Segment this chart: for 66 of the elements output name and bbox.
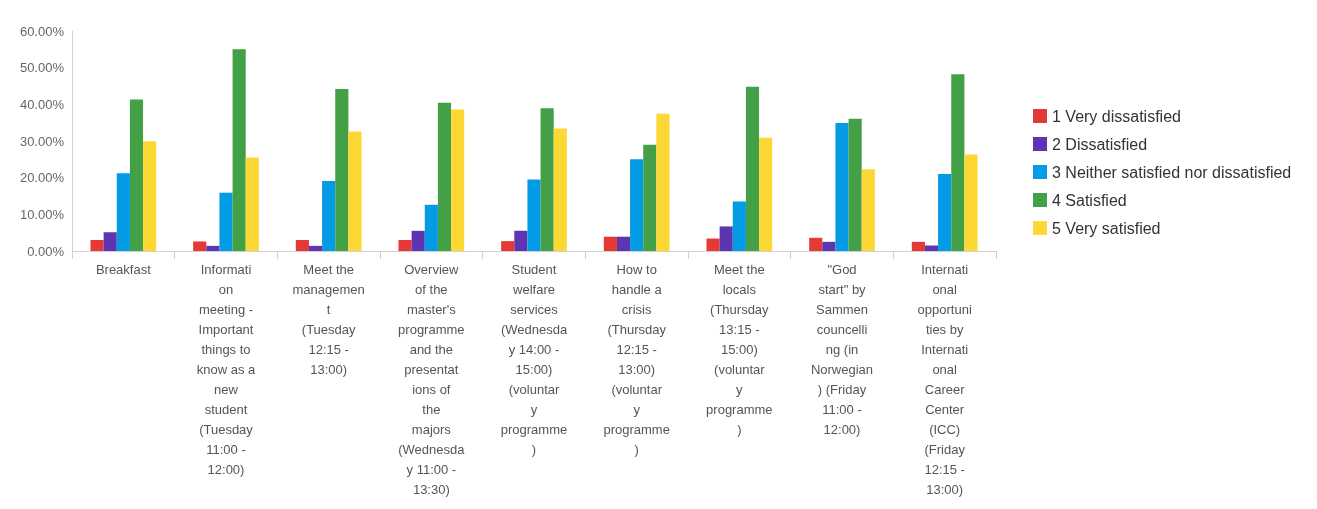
bar [951,74,965,251]
bar [103,232,117,251]
bar [706,238,720,251]
bar [553,128,567,251]
bar [206,245,220,251]
y-tick-label: 50.00% [19,60,65,76]
bar [295,240,309,251]
bar [335,88,349,251]
bar [861,169,875,251]
bar [809,237,823,251]
y-tick-label: 20.00% [19,170,65,186]
bar [398,240,412,251]
category-label: Meet the locals (Thursday 13:15 - 15:00) (voluntary programme) [706,261,773,437]
bar [630,159,644,251]
bar [759,137,773,251]
bar [348,131,362,251]
category-label: "God start" by Sammen councelling (in Norwegian) (Friday 11:00 - 12:00) [810,261,874,437]
bar [745,86,760,251]
bar [732,201,746,251]
bar [938,174,952,251]
bar [656,113,670,251]
bar [308,245,323,251]
y-tick-label: 30.00% [19,133,65,149]
bar [719,226,733,251]
y-tick-label: 10.00% [19,206,65,222]
legend-label: 4 Satisfied [1052,191,1127,209]
legend-label: 1 Very dissatisfied [1052,107,1181,125]
bar [424,204,438,251]
bar [643,144,657,251]
bar [616,236,631,251]
bar [245,157,259,251]
legend-label: 5 Very satisfied [1052,219,1161,237]
bar [540,108,554,251]
y-tick-label: 0.00% [27,243,65,259]
category-label: Overview of the master's programme and the presentations of the majors (Wednesday 11:00 - 13:30) [398,261,465,497]
bar [514,230,528,251]
x-tick-label: Breakfast [95,261,152,277]
y-tick-label: 60.00% [19,23,65,39]
bar [193,241,207,251]
bar [451,109,465,251]
bar [116,173,130,251]
bar [848,118,862,251]
bar [964,154,978,251]
bar [527,179,541,251]
bar [143,141,157,251]
category-label: How to handle a crisis (Thursday 12:15 - 13:00) (voluntary programme) [603,261,670,457]
bar [822,241,836,251]
bar [911,241,925,251]
x-tick-label: Meet the management (Tuesday 12:15 - 13:00) [292,261,365,377]
category-label: Student welfare services (Wednesday 14:00 - 15:00) (voluntary programme) [500,261,568,457]
bar [924,245,939,251]
bar [322,180,336,251]
bar [232,49,246,251]
bar [501,241,515,251]
bar [603,236,617,251]
bar [437,102,452,251]
bar [835,123,849,251]
bar [129,99,144,251]
bar [219,192,233,251]
bar [411,230,425,251]
legend-label: 3 Neither satisfied nor dissatisfied [1052,163,1292,181]
y-tick-label: 40.00% [19,96,65,112]
category-label: International opportunities by International Career Center (ICC) (Friday 12:15 - 13:00) [917,261,972,497]
bar [90,240,104,251]
legend-label: 2 Dissatisfied [1052,135,1148,153]
category-label: Information meeting - Important things to know as a new student (Tuesday 11:00 - 12:00) [196,261,256,477]
